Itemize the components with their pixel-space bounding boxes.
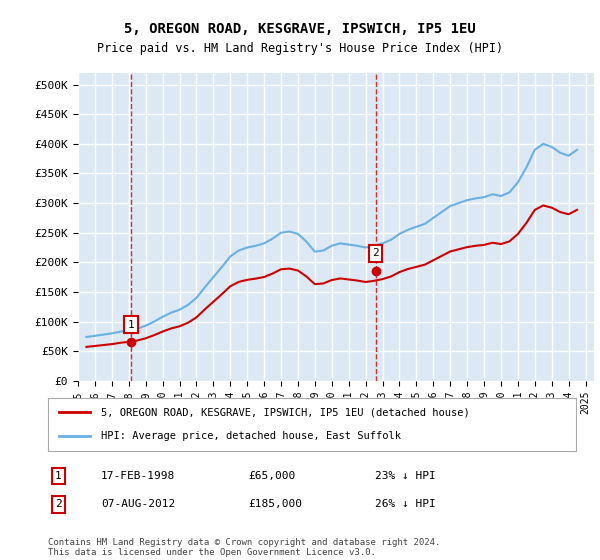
Text: 23% ↓ HPI: 23% ↓ HPI [376, 471, 436, 481]
Text: £185,000: £185,000 [248, 500, 302, 510]
Text: 26% ↓ HPI: 26% ↓ HPI [376, 500, 436, 510]
Text: 5, OREGON ROAD, KESGRAVE, IPSWICH, IP5 1EU (detached house): 5, OREGON ROAD, KESGRAVE, IPSWICH, IP5 1… [101, 408, 470, 418]
Text: 1: 1 [128, 320, 134, 329]
Text: 07-AUG-2012: 07-AUG-2012 [101, 500, 175, 510]
Text: 1: 1 [55, 471, 62, 481]
Text: Price paid vs. HM Land Registry's House Price Index (HPI): Price paid vs. HM Land Registry's House … [97, 42, 503, 55]
Text: HPI: Average price, detached house, East Suffolk: HPI: Average price, detached house, East… [101, 431, 401, 441]
Text: 2: 2 [373, 249, 379, 259]
Text: £65,000: £65,000 [248, 471, 296, 481]
Text: Contains HM Land Registry data © Crown copyright and database right 2024.
This d: Contains HM Land Registry data © Crown c… [48, 538, 440, 557]
Text: 5, OREGON ROAD, KESGRAVE, IPSWICH, IP5 1EU: 5, OREGON ROAD, KESGRAVE, IPSWICH, IP5 1… [124, 22, 476, 36]
Text: 2: 2 [55, 500, 62, 510]
Text: 17-FEB-1998: 17-FEB-1998 [101, 471, 175, 481]
